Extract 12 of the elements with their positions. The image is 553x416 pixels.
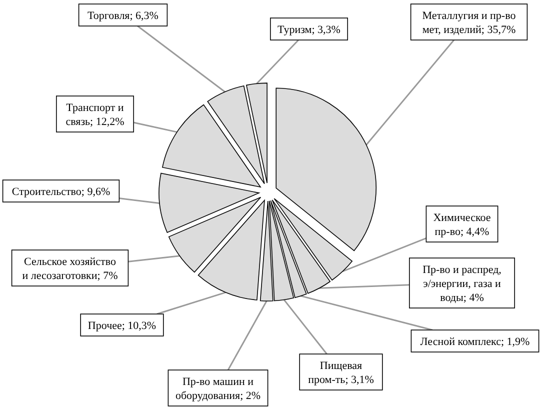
slice-label: Химическое пр-во; 4,4% — [433, 212, 491, 238]
slice-label: Лесной комплекс; 1,9% — [420, 336, 530, 348]
slice-label: Сельское хозяйство и лесозаготовки; 7% — [22, 256, 118, 282]
slice-label: Пр-во и распред, э/энергии, газа и воды; 4% — [422, 264, 502, 304]
slice-label: Прочее; 10,3% — [88, 320, 156, 332]
slice-label: Строительство; 9,6% — [12, 186, 110, 198]
slice-label: Металлугия и пр-во мет, изделий; 35,7% — [422, 10, 516, 36]
slice-label: Туризм; 3,3% — [278, 24, 340, 36]
slice-label: Пищевая пром-ть; 3,1% — [308, 360, 374, 386]
slice-label: Транспорт и связь; 12,2% — [66, 102, 124, 128]
slice-label: Торговля; 6,3% — [88, 10, 158, 22]
slice-label: Пр-во машин и оборудования; 2% — [175, 376, 261, 402]
